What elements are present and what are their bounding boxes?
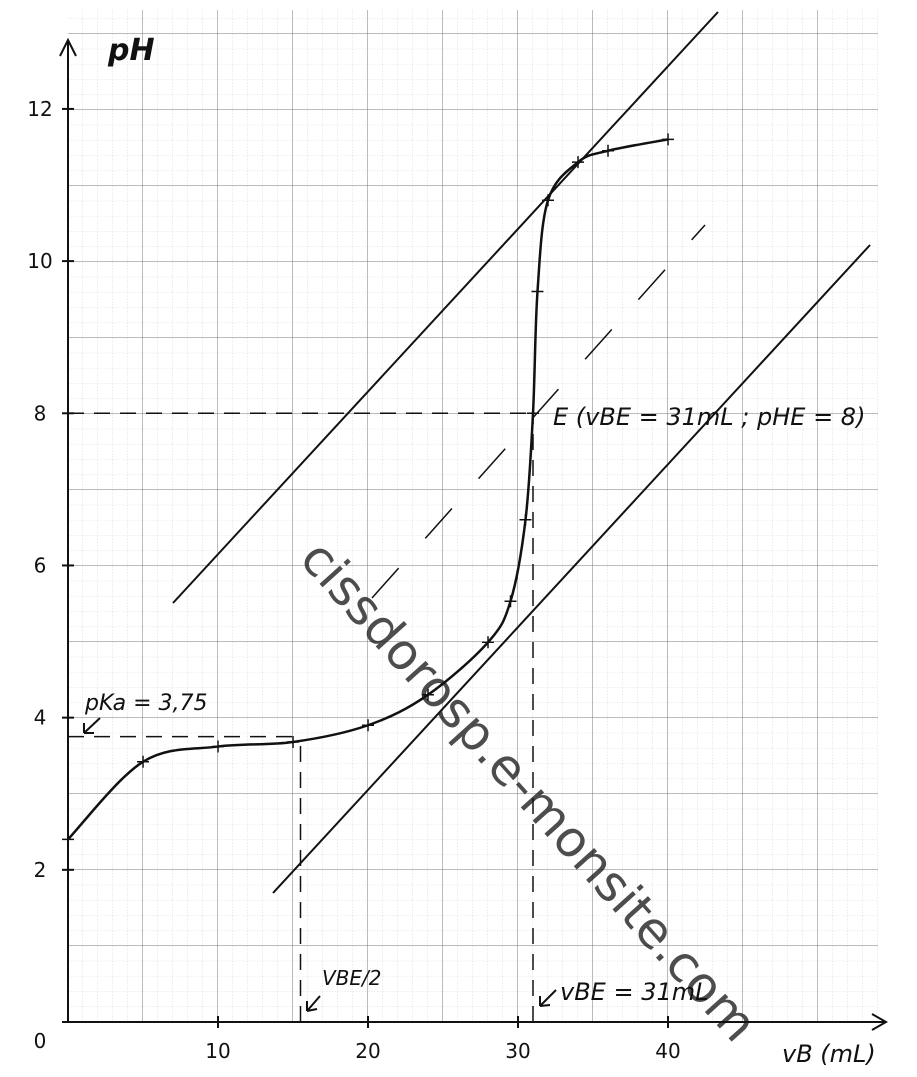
volume-annotation: vBE = 31mL — [560, 978, 709, 1006]
x-tick-label: 30 — [505, 1039, 530, 1063]
y-axis-label: pH — [107, 33, 155, 68]
pka-annotation: pKa = 3,75 — [84, 691, 208, 716]
y-tick-label: 8 — [34, 401, 47, 425]
data-point — [527, 407, 539, 420]
data-point — [287, 735, 299, 748]
y-tick-label: 6 — [34, 553, 47, 577]
x-tick-label: 10 — [205, 1039, 230, 1063]
major-grid — [68, 10, 878, 1022]
tangent-line — [272, 244, 871, 894]
data-point — [362, 719, 374, 732]
x-tick-label: 20 — [355, 1039, 380, 1063]
titration-curve — [67, 138, 669, 841]
annotation-arrow — [83, 717, 101, 734]
y-tick-label: 4 — [34, 706, 47, 730]
data-point — [62, 833, 74, 846]
x-axis-label: vB (mL) — [782, 1040, 876, 1068]
equivalence-annotation: E (vBE = 31mL ; pHE = 8) — [553, 403, 865, 431]
y-tick-label: 10 — [27, 249, 52, 273]
tangent-line — [172, 11, 719, 604]
half-volume-annotation: VBE/2 — [322, 966, 382, 990]
data-point — [531, 285, 544, 298]
data-point — [422, 688, 434, 701]
data-point — [482, 636, 494, 649]
data-point — [137, 755, 149, 768]
data-point — [662, 133, 674, 146]
x-axis-arrow — [871, 1013, 889, 1031]
data-point — [519, 513, 532, 526]
y-tick-label: 0 — [34, 1029, 47, 1053]
annotation-arrow — [539, 989, 557, 1007]
y-tick-label: 12 — [27, 97, 52, 121]
plot: 0 2 4 6 8 10 12 10 20 30 40 — [27, 97, 680, 1063]
y-axis-arrow — [59, 37, 77, 57]
annotation-arrow — [306, 995, 321, 1012]
graph-paper — [68, 10, 878, 1022]
median-line — [371, 224, 706, 599]
y-tick-label: 2 — [34, 858, 47, 882]
data-point — [572, 156, 584, 169]
data-point — [602, 144, 614, 157]
data-point — [212, 740, 224, 753]
data-point — [542, 194, 554, 207]
data-point — [504, 595, 517, 608]
x-tick-label: 40 — [655, 1039, 680, 1063]
